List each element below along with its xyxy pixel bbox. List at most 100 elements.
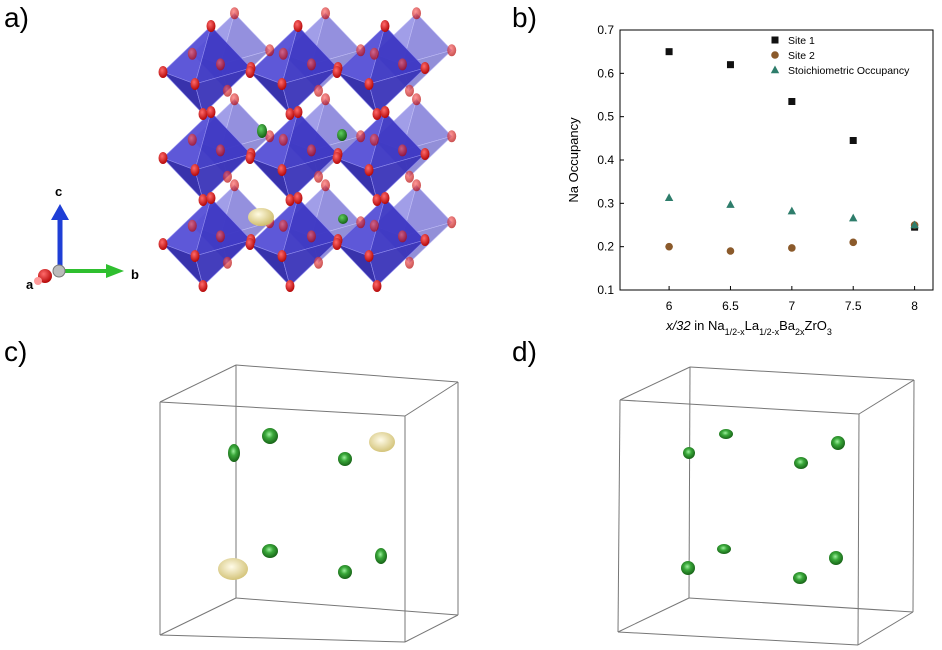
axis-label-c: c	[55, 184, 62, 199]
oxygen-atom	[265, 44, 275, 57]
oxygen-atom	[285, 194, 295, 206]
oxygen-atom	[356, 44, 366, 57]
panel-label-a: a)	[4, 2, 29, 33]
oxygen-atom	[278, 219, 288, 232]
oxygen-atom	[187, 47, 197, 60]
data-point-triangle	[787, 206, 797, 215]
oxygen-atom	[306, 144, 316, 157]
axis-label-b: b	[131, 267, 139, 282]
y-tick-label: 0.3	[597, 196, 614, 210]
oxygen-atom	[278, 133, 288, 146]
oxygen-atom	[190, 78, 200, 90]
na-site-atom	[337, 129, 347, 141]
data-point-square	[665, 48, 673, 56]
oxygen-atom	[198, 280, 208, 292]
legend-marker	[770, 65, 780, 74]
x-axis-label: x/32 in Na1/2-xLa1/2-xBa2xZrO3	[665, 318, 832, 337]
data-point-triangle	[726, 200, 735, 208]
oxygen-atom	[364, 250, 374, 262]
data-point-square	[911, 223, 919, 231]
oxygen-atom	[206, 106, 216, 118]
oxygen-atom	[404, 84, 414, 97]
y-axis-label: Na Occupancy	[566, 117, 581, 203]
na-site-atom	[375, 548, 387, 564]
na-site-atom	[793, 572, 807, 584]
oxygen-atom	[412, 93, 422, 106]
oxygen-atom	[447, 216, 457, 229]
data-point-square	[849, 137, 857, 144]
y-tick-label: 0.6	[597, 66, 614, 80]
na-site-atom	[717, 544, 731, 554]
legend: Site 1 Site 2 Stoichiometric Occupancy	[770, 35, 910, 77]
oxygen-atom	[190, 250, 200, 262]
oxygen-atom	[222, 170, 232, 183]
oxygen-atom	[380, 106, 390, 118]
oxygen-atom	[364, 164, 374, 176]
oxygen-atom	[278, 47, 288, 60]
na-site-atom	[794, 457, 808, 469]
oxygen-atom	[277, 164, 287, 176]
oxygen-atom	[356, 216, 366, 229]
oxygen-atom	[306, 230, 316, 243]
oxygen-atom	[230, 179, 240, 192]
oxygen-atom	[369, 219, 379, 232]
na-site-atom	[831, 436, 845, 450]
x-tick-label: 6	[666, 299, 673, 313]
oxygen-atom	[447, 130, 457, 143]
na-site-atom	[681, 561, 695, 575]
oxygen-atom	[356, 130, 366, 143]
x-axis: 6 6.5 7 7.5 8	[666, 286, 918, 313]
oxygen-atom	[245, 152, 255, 164]
na-site-atom	[257, 124, 267, 138]
na-site-atom	[683, 447, 695, 459]
data-point-circle	[726, 247, 735, 255]
oxygen-atom	[222, 84, 232, 97]
oxygen-atom	[215, 230, 225, 243]
panel-label-b: b)	[512, 2, 537, 33]
oxygen-atom	[285, 108, 295, 120]
crystal-structure-figure: c b a	[26, 7, 457, 292]
data-point-square	[788, 98, 796, 105]
oxygen-atom	[230, 7, 240, 20]
oxygen-atom	[198, 194, 208, 206]
y-tick-label: 0.2	[597, 240, 614, 254]
octahedron	[162, 25, 252, 115]
oxygen-atom	[404, 170, 414, 183]
oxygen-atom	[332, 66, 342, 78]
oxygen-atom	[397, 230, 407, 243]
oxygen-atom	[158, 238, 168, 250]
la-site-atom	[369, 432, 395, 452]
la-site-atom	[248, 208, 274, 226]
legend-marker	[771, 36, 779, 44]
la-site-atom	[218, 558, 248, 580]
oxygen-atom	[369, 133, 379, 146]
oxygen-atom	[190, 164, 200, 176]
octahedron	[249, 197, 339, 287]
oxygen-atom	[306, 58, 316, 71]
oxygen-atom	[198, 108, 208, 120]
oxygen-atom	[313, 84, 323, 97]
oxygen-atom	[206, 192, 216, 204]
octahedra-group	[162, 12, 453, 287]
oxygen-atom	[380, 192, 390, 204]
oxygen-atom	[412, 7, 422, 20]
oxygen-atom	[222, 256, 232, 269]
oxygen-atoms-group	[158, 7, 457, 292]
oxygen-atom	[332, 152, 342, 164]
axis-label-a: a	[26, 277, 34, 292]
x-tick-label: 7	[788, 299, 795, 313]
oxygen-atom	[420, 62, 430, 74]
oxygen-atom	[245, 238, 255, 250]
y-tick-label: 0.7	[597, 23, 614, 37]
y-tick-label: 0.4	[597, 153, 614, 167]
oxygen-atom	[372, 194, 382, 206]
oxygen-atom	[293, 20, 303, 32]
oxygen-atom	[404, 256, 414, 269]
legend-label: Site 1	[788, 35, 815, 47]
na-site-atom	[338, 565, 352, 579]
data-point-triangle	[664, 193, 674, 201]
oxygen-atom	[158, 66, 168, 78]
oxygen-atom	[285, 280, 295, 292]
y-tick-label: 0.5	[597, 110, 614, 124]
na-site-atom	[719, 429, 733, 439]
